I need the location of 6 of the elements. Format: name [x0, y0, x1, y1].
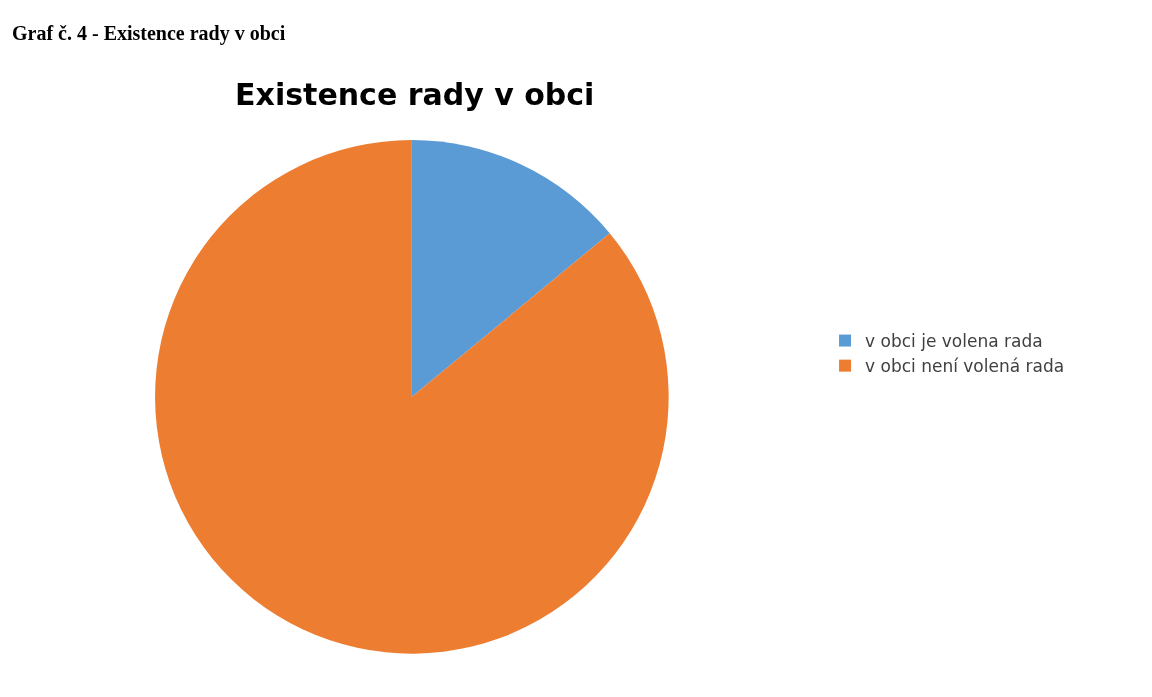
pie-slice [155, 140, 669, 654]
legend-label: v obci není volená rada [865, 356, 1065, 377]
pie-slice [411, 140, 610, 397]
chart-title: Existence rady v obci [235, 76, 595, 112]
legend-label: v obci je volena rada [865, 331, 1043, 352]
text: Graf č. 4 - Existence rady v obci [12, 22, 286, 45]
